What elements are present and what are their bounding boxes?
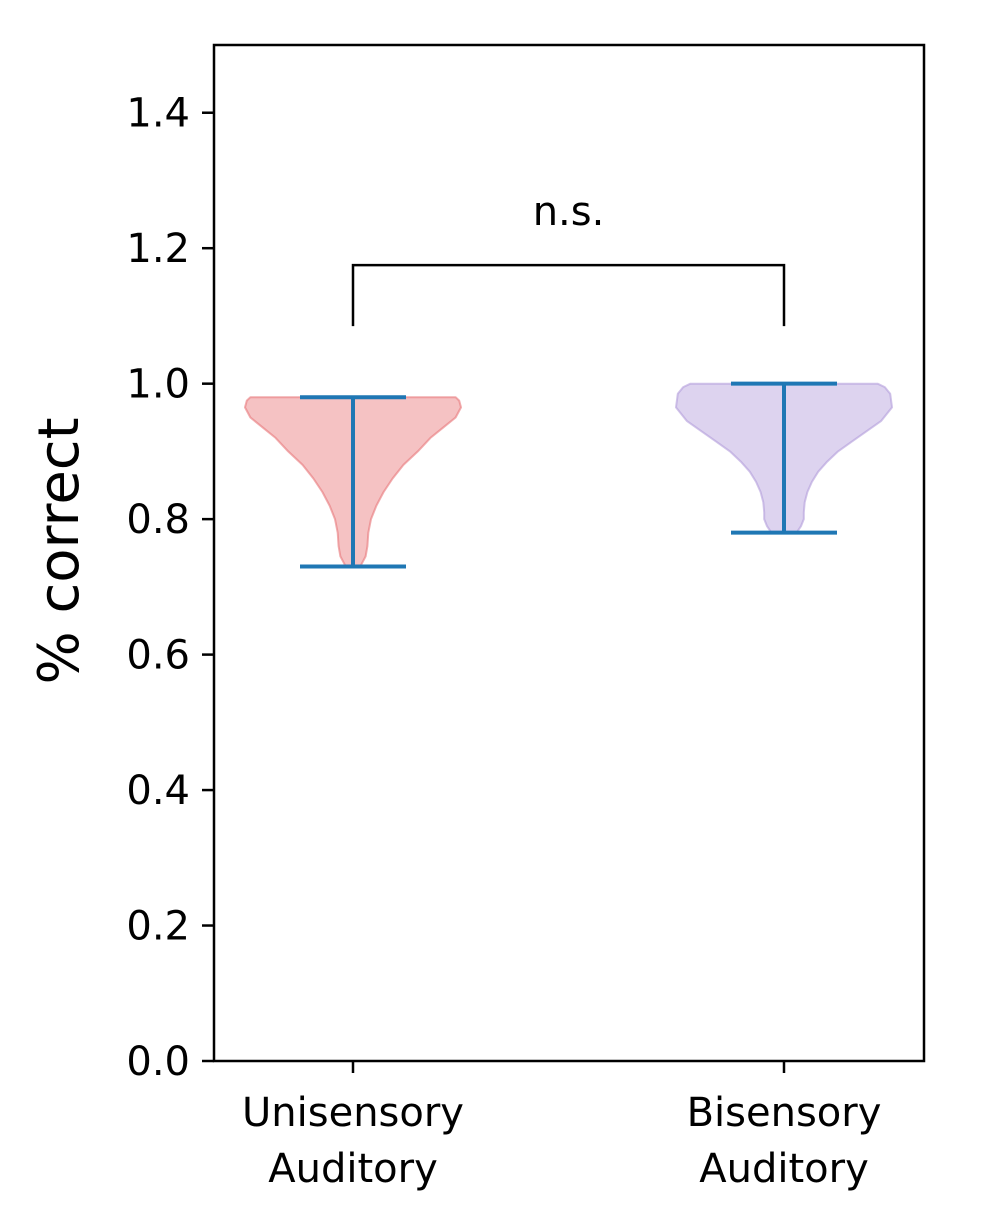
y-tick-label: 1.0 (126, 362, 190, 408)
whiskers-layer (300, 381, 837, 569)
y-tick-label: 0.8 (126, 497, 190, 543)
y-tick-label: 1.4 (126, 91, 190, 137)
x-tick-label-line2: Auditory (268, 1146, 438, 1192)
plot-frame (212, 43, 926, 1063)
bracket-line (351, 263, 786, 327)
y-tick-label: 0.2 (126, 904, 190, 950)
x-axis: Unisensory Auditory Bisensory Auditory (242, 1061, 881, 1192)
significance-label: n.s. (533, 189, 605, 235)
violins-layer (244, 382, 893, 568)
y-tick-label: 0.6 (126, 633, 190, 679)
x-tick-label-line1: Bisensory (687, 1090, 882, 1136)
y-tick-label: 1.2 (126, 226, 190, 272)
x-tick-label-line1: Unisensory (242, 1090, 464, 1136)
y-axis: 0.0 0.2 0.4 0.6 0.8 1.0 1.2 1.4 (126, 91, 214, 1085)
y-tick-label: 0.0 (126, 1039, 190, 1085)
y-axis-label: % correct (27, 417, 92, 684)
y-tick-label: 0.4 (126, 768, 190, 814)
significance-bracket (351, 263, 786, 327)
x-tick-label-line2: Auditory (699, 1146, 869, 1192)
